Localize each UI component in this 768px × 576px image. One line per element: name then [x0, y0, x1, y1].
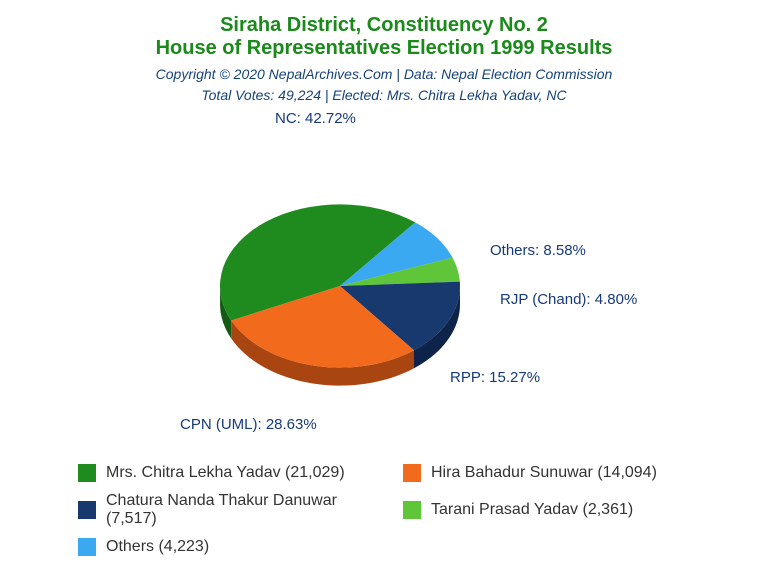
legend-item: Mrs. Chitra Lekha Yadav (21,029) — [78, 464, 383, 482]
pie-chart-area: NC: 42.72% Others: 8.58% RJP (Chand): 4.80… — [0, 106, 768, 456]
legend-text: Tarani Prasad Yadav (2,361) — [431, 501, 633, 519]
title-line-1: Siraha District, Constituency No. 2 — [0, 14, 768, 37]
summary-line: Total Votes: 49,224 | Elected: Mrs. Chit… — [0, 85, 768, 106]
slice-label: NC: 42.72% — [275, 110, 356, 127]
slice-label: RPP: 15.27% — [450, 369, 540, 386]
legend-text: Others (4,223) — [106, 538, 209, 556]
legend-swatch — [78, 538, 96, 556]
legend-swatch — [403, 464, 421, 482]
copyright-line: Copyright © 2020 NepalArchives.Com | Dat… — [0, 64, 768, 85]
legend-text: Hira Bahadur Sunuwar (14,094) — [431, 464, 657, 482]
legend: Mrs. Chitra Lekha Yadav (21,029) Hira Bah… — [0, 464, 768, 556]
legend-swatch — [403, 501, 421, 519]
legend-item: Others (4,223) — [78, 538, 383, 556]
legend-item: Chatura Nanda Thakur Danuwar (7,517) — [78, 492, 383, 528]
subtitle-block: Copyright © 2020 NepalArchives.Com | Dat… — [0, 64, 768, 106]
legend-swatch — [78, 501, 96, 519]
pie-chart — [200, 156, 500, 451]
legend-swatch — [78, 464, 96, 482]
legend-text: Chatura Nanda Thakur Danuwar (7,517) — [106, 492, 383, 528]
slice-label: CPN (UML): 28.63% — [180, 416, 317, 433]
header: Siraha District, Constituency No. 2 Hous… — [0, 0, 768, 106]
title-line-2: House of Representatives Election 1999 R… — [0, 37, 768, 60]
legend-item: Hira Bahadur Sunuwar (14,094) — [403, 464, 708, 482]
legend-text: Mrs. Chitra Lekha Yadav (21,029) — [106, 464, 345, 482]
legend-item: Tarani Prasad Yadav (2,361) — [403, 492, 708, 528]
slice-label: Others: 8.58% — [490, 242, 586, 259]
slice-label: RJP (Chand): 4.80% — [500, 291, 637, 308]
